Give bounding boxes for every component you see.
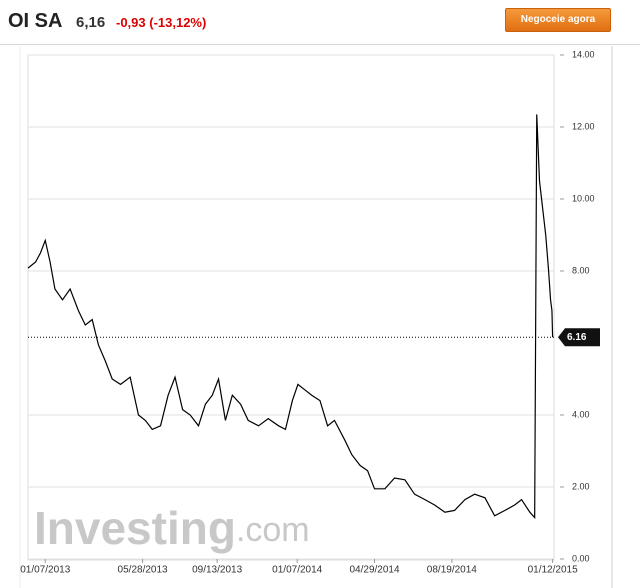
price-line — [27, 114, 554, 520]
price: 6,16 — [76, 14, 106, 31]
watermark-suffix: .com — [236, 511, 310, 549]
y-tick-label: 8.00 — [572, 265, 590, 275]
y-tick-label: 0.00 — [572, 553, 590, 563]
y-tick-label: 4.00 — [572, 409, 590, 419]
y-tick-label: 2.00 — [572, 481, 590, 491]
trade-button[interactable]: Negoceie agora — [505, 8, 611, 32]
header: OI SA 6,16 -0,93 (-13,12%) Negoceie agor… — [0, 0, 640, 45]
x-tick-label: 05/28/2013 — [118, 565, 168, 576]
x-tick-label: 09/13/2013 — [192, 565, 242, 576]
instrument-name: OI SA — [8, 10, 63, 32]
x-tick-label: 08/19/2014 — [427, 565, 477, 576]
x-tick-label: 01/07/2013 — [20, 565, 70, 576]
watermark: Investing.com — [34, 502, 310, 554]
y-tick-label: 14.00 — [572, 49, 595, 59]
price-change: -0,93 (-13,12%) — [116, 15, 207, 30]
x-tick-label: 01/07/2014 — [272, 565, 322, 576]
last-price-box — [558, 328, 600, 347]
plot-area — [27, 54, 555, 561]
watermark-main: Investing — [34, 502, 236, 554]
x-tick-label: 04/29/2014 — [349, 565, 399, 576]
last-price-label: 6.16 — [567, 332, 587, 343]
x-tick-label: 01/12/2015 — [528, 565, 578, 576]
y-tick-label: 12.00 — [572, 121, 595, 131]
y-tick-label: 10.00 — [572, 193, 595, 203]
